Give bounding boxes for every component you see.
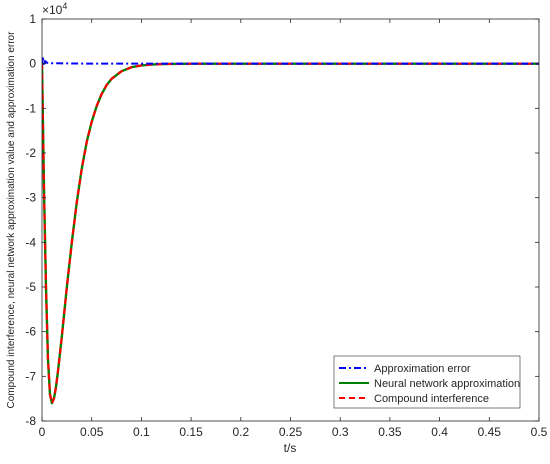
x-tick-label: 0.25 <box>279 425 303 439</box>
legend: Approximation error Neural network approx… <box>333 355 521 409</box>
y-tick-label: -4 <box>25 235 36 249</box>
y-axis: 1 0 -1 -2 -3 -4 -5 -6 -7 -8 <box>25 12 539 428</box>
y-tick-label: 1 <box>29 12 36 26</box>
y-tick-label: -3 <box>25 191 36 205</box>
y-axis-label: Compound interference, neural network ap… <box>6 31 17 409</box>
x-axis: 0 0.05 0.1 0.15 0.2 0.25 0.3 0.35 0.4 0.45 0.5 <box>39 19 548 439</box>
x-tick-label: 0.15 <box>179 425 203 439</box>
x-axis-label: t/s <box>284 441 297 455</box>
series-layer <box>42 57 539 405</box>
y-tick-label: -5 <box>25 280 36 294</box>
x-tick-label: 0.05 <box>80 425 104 439</box>
y-tick-label: -6 <box>25 325 36 339</box>
x-tick-label: 0.5 <box>531 425 548 439</box>
series-line-approximation-error <box>42 57 539 67</box>
x-tick-label: 0.3 <box>332 425 349 439</box>
plot-area <box>42 19 539 421</box>
x-tick-label: 0.45 <box>478 425 502 439</box>
y-tick-label: 0 <box>29 57 36 71</box>
y-tick-label: -7 <box>25 369 36 383</box>
legend-label: Compound interference <box>374 393 489 405</box>
x-tick-label: 0.2 <box>232 425 249 439</box>
y-tick-label: -8 <box>25 414 36 428</box>
x-tick-label: 0.4 <box>431 425 448 439</box>
x-tick-label: 0 <box>39 425 46 439</box>
y-tick-label: -2 <box>25 146 36 160</box>
legend-label: Neural network approximation <box>374 378 520 390</box>
y-tick-label: -1 <box>25 101 36 115</box>
x-tick-label: 0.1 <box>133 425 150 439</box>
y-exponent-label: ×104 <box>42 1 67 17</box>
legend-label: Approximation error <box>374 363 471 375</box>
x-tick-label: 0.35 <box>378 425 402 439</box>
